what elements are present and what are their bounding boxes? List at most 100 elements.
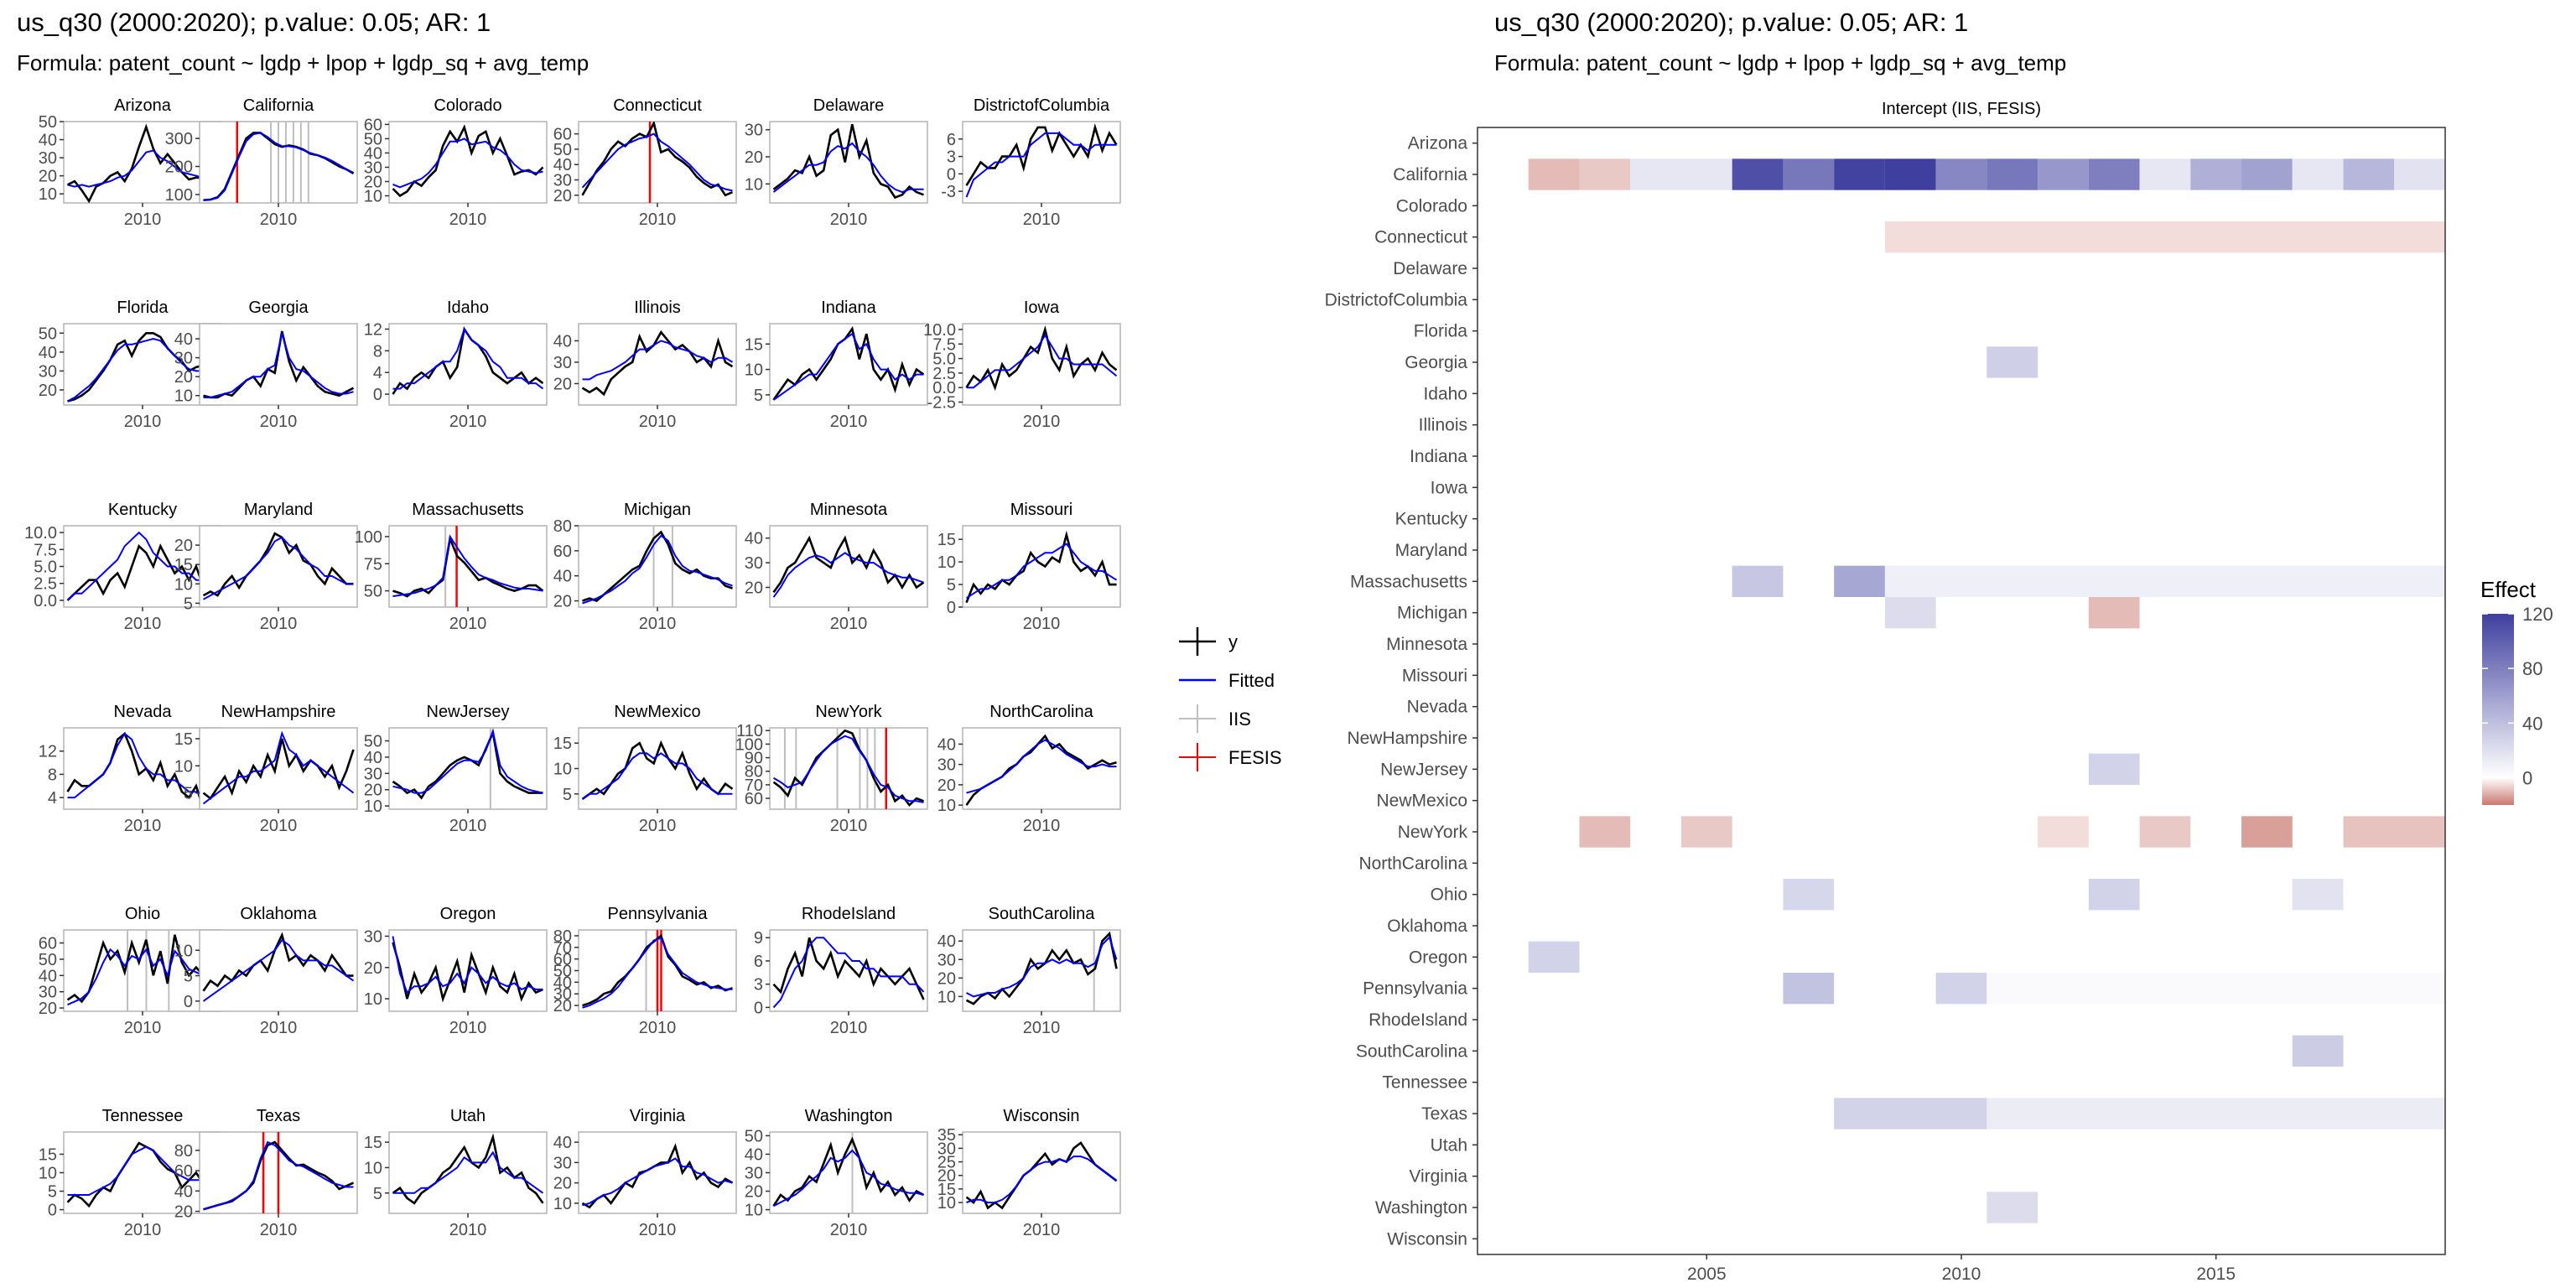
- ytick-label-iowa-5: 10.0: [923, 321, 956, 340]
- ytick-label-virginia-1: 20: [553, 1175, 572, 1193]
- ytick-label-virginia-2: 30: [553, 1154, 572, 1172]
- heat-cell-connecticut-17: [1885, 221, 2445, 252]
- ytick-label-ohio-3: 50: [39, 951, 57, 969]
- facet-title-southcarolina: SouthCarolina: [989, 905, 1096, 923]
- xtick-label-utah: 2010: [449, 1221, 487, 1239]
- legend-item-y: y: [1179, 627, 1238, 656]
- facet-panel-colorado: [389, 122, 547, 203]
- ytick-label-newjersey-4: 50: [364, 733, 382, 751]
- heat-cell-newyork-29: [2241, 816, 2293, 847]
- facet-panel-maryland: [200, 526, 357, 607]
- heat-cell-newyork-26: [1681, 816, 1732, 847]
- left-subtitle: Formula: patent_count ~ lgdp + lpop + lg…: [17, 50, 589, 75]
- ytick-label-maryland-0: 5: [184, 595, 193, 613]
- ytick-label-arizona-1: 20: [39, 168, 57, 186]
- facet-grid: Arizona10203040502010California100200300…: [24, 96, 1120, 1239]
- heat-state-label-idaho: Idaho: [1423, 384, 1467, 403]
- ytick-label-tennessee-1: 5: [48, 1183, 57, 1202]
- ytick-label-newjersey-1: 20: [364, 782, 382, 800]
- heat-state-label-districtofcolumbia: DistrictofColumbia: [1325, 290, 1468, 309]
- ytick-label-delaware-2: 30: [745, 122, 763, 140]
- facet-title-washington: Washington: [805, 1107, 893, 1125]
- ytick-label-texas-2: 60: [174, 1162, 193, 1181]
- heat-cell-ohio-31: [1783, 879, 1834, 910]
- facet-pennsylvania: Pennsylvania203040506070802010: [553, 905, 736, 1037]
- ytick-label-maryland-1: 10: [174, 575, 193, 594]
- heat-state-label-newhampshire: NewHampshire: [1347, 729, 1467, 748]
- ytick-label-massachusetts-0: 50: [364, 583, 382, 601]
- heat-state-label-arizona: Arizona: [1408, 134, 1468, 153]
- heat-cell-california-1: [1579, 158, 1630, 190]
- ytick-label-indiana-2: 15: [745, 335, 763, 354]
- xtick-label-newjersey: 2010: [449, 817, 487, 835]
- facet-virginia: Virginia102030402010: [553, 1107, 736, 1239]
- ytick-label-districtofcolumbia-3: 6: [947, 131, 956, 149]
- ytick-label-oregon-0: 10: [364, 990, 382, 1009]
- heat-cell-pennsylvania-36: [1936, 973, 1987, 1004]
- xtick-label-kentucky: 2010: [124, 615, 162, 633]
- ytick-label-ohio-0: 20: [39, 1000, 57, 1018]
- line-legend: y Fitted IIS FESIS: [1179, 627, 1282, 771]
- ytick-label-indiana-1: 10: [745, 361, 763, 380]
- heat-cell-newyork-28: [2140, 816, 2191, 847]
- ytick-label-missouri-0: 0: [947, 599, 956, 617]
- xtick-label-georgia: 2010: [260, 413, 298, 431]
- ytick-label-missouri-2: 10: [937, 553, 956, 572]
- heat-state-label-virginia: Virginia: [1409, 1167, 1467, 1187]
- ytick-label-florida-3: 50: [39, 325, 57, 343]
- ytick-label-ohio-1: 30: [39, 984, 57, 1002]
- facet-title-delaware: Delaware: [813, 96, 884, 115]
- facet-title-ohio: Ohio: [125, 905, 160, 923]
- heat-cell-washington-41: [1987, 1192, 2038, 1223]
- facet-panel-nevada: [64, 728, 221, 809]
- ytick-label-texas-0: 20: [174, 1203, 193, 1222]
- heat-cell-massachusetts-20: [1834, 566, 1885, 597]
- facet-title-tennessee: Tennessee: [102, 1107, 184, 1125]
- ytick-label-districtofcolumbia-1: 0: [947, 165, 956, 184]
- heat-state-label-oregon: Oregon: [1409, 948, 1467, 967]
- facet-title-virginia: Virginia: [630, 1107, 686, 1125]
- ytick-label-illinois-1: 30: [553, 354, 572, 372]
- ytick-label-kentucky-3: 7.5: [34, 541, 57, 559]
- xtick-label-iowa: 2010: [1023, 413, 1061, 431]
- ytick-label-nevada-2: 12: [39, 743, 57, 761]
- ytick-label-minnesota-2: 40: [745, 530, 763, 548]
- facet-colorado: Colorado1020304050602010: [364, 96, 547, 229]
- heat-state-label-ohio: Ohio: [1431, 886, 1467, 905]
- facet-panel-missouri: [963, 526, 1120, 607]
- facet-rhodeisland: RhodeIsland03692010: [754, 905, 927, 1037]
- ytick-label-newmexico-2: 15: [553, 735, 572, 753]
- xtick-label-virginia: 2010: [639, 1221, 677, 1239]
- heat-cell-newyork-27: [2038, 816, 2089, 847]
- facet-panel-newmexico: [579, 728, 736, 809]
- facet-title-connecticut: Connecticut: [613, 96, 702, 115]
- heat-state-label-iowa: Iowa: [1431, 478, 1468, 497]
- facet-panel-washington: [770, 1132, 927, 1213]
- facet-title-georgia: Georgia: [248, 299, 309, 317]
- ytick-label-oklahoma-2: 10: [174, 942, 193, 960]
- ytick-label-nevada-0: 4: [48, 789, 57, 808]
- ytick-label-california-1: 200: [165, 158, 193, 177]
- xtick-label-tennessee: 2010: [124, 1221, 162, 1239]
- facet-southcarolina: SouthCarolina102030402010: [937, 905, 1120, 1037]
- facet-title-missouri: Missouri: [1010, 501, 1072, 519]
- heat-cell-pennsylvania-37: [1987, 973, 2445, 1004]
- xtick-label-california: 2010: [260, 210, 298, 229]
- facet-panel-virginia: [579, 1132, 736, 1213]
- ytick-label-texas-3: 80: [174, 1142, 193, 1161]
- heat-state-label-southcarolina: SouthCarolina: [1356, 1041, 1467, 1061]
- ytick-label-illinois-2: 40: [553, 332, 572, 351]
- xtick-label-delaware: 2010: [830, 210, 868, 229]
- ytick-label-texas-1: 40: [174, 1182, 193, 1201]
- ytick-label-districtofcolumbia-0: -3: [941, 183, 956, 201]
- xtick-label-florida: 2010: [124, 413, 162, 431]
- legend-y-label: y: [1228, 631, 1238, 652]
- heat-cell-california-13: [2241, 158, 2293, 190]
- facet-indiana: Indiana510152010: [745, 299, 927, 431]
- ytick-label-newjersey-0: 10: [364, 797, 382, 816]
- ytick-label-wisconsin-5: 35: [937, 1126, 956, 1145]
- ytick-label-maryland-2: 15: [174, 556, 193, 574]
- heat-cell-california-11: [2140, 158, 2191, 190]
- facet-texas: Texas204060802010: [174, 1107, 357, 1239]
- heat-xtick-label-2015: 2015: [2196, 1265, 2236, 1284]
